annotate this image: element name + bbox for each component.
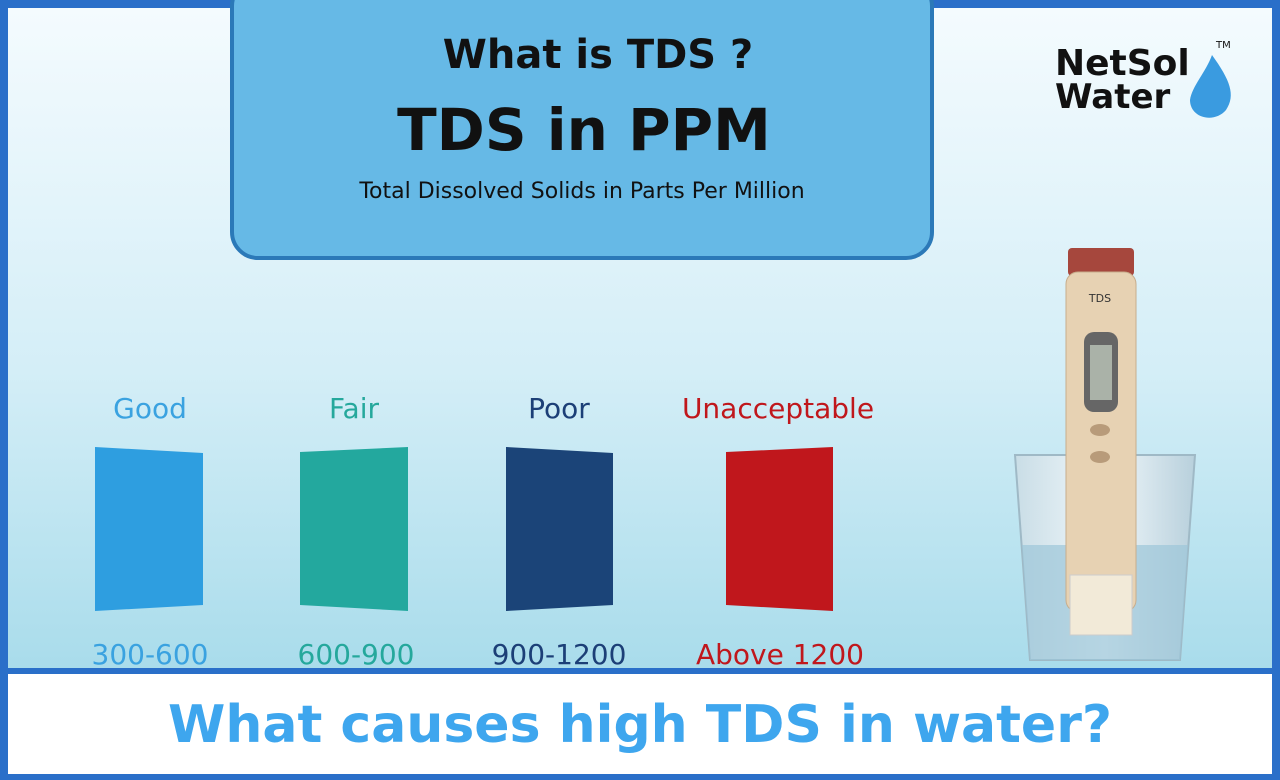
level-label: Fair <box>329 392 379 425</box>
level-label: Poor <box>528 392 590 425</box>
logo-text: NetSol <box>1055 43 1190 84</box>
meter-cap <box>1068 248 1134 276</box>
level-label: Unacceptable <box>682 392 874 425</box>
level-swatch <box>726 447 833 611</box>
logo: NetSol Water TM <box>1055 40 1231 118</box>
title-panel <box>230 0 934 260</box>
subtitle: Total Dissolved Solids in Parts Per Mill… <box>358 179 804 204</box>
logo-drop <box>1190 55 1231 118</box>
caption: What causes high TDS in water? <box>168 695 1112 755</box>
meter-button <box>1090 451 1110 463</box>
meter-display <box>1090 345 1112 400</box>
level-swatch <box>95 447 203 611</box>
meter-label: TDS <box>1088 292 1111 305</box>
title-line: TDS in PPM <box>397 96 771 164</box>
title-line: What is TDS ? <box>443 32 754 78</box>
logo-text: Water <box>1055 77 1171 117</box>
meter-probe <box>1069 574 1133 636</box>
level-range: 900-1200 <box>492 638 627 671</box>
meter-body <box>1065 271 1137 613</box>
level-range: 600-900 <box>298 638 415 671</box>
title-box: What is TDS ? TDS in PPM Total Dissolved… <box>230 0 934 260</box>
tds-meter: TDS <box>1013 248 1197 661</box>
level-range: 300-600 <box>92 638 209 671</box>
level-label: Good <box>113 392 187 425</box>
logo-mark: TM <box>1215 40 1231 51</box>
caption-area <box>8 674 1272 774</box>
levels: Good Fair Poor Unacceptable 300-600 600-… <box>92 392 875 671</box>
meter-button <box>1090 424 1110 436</box>
level-range: Above 1200 <box>696 638 864 671</box>
level-swatch <box>300 447 408 611</box>
level-swatch <box>506 447 613 611</box>
